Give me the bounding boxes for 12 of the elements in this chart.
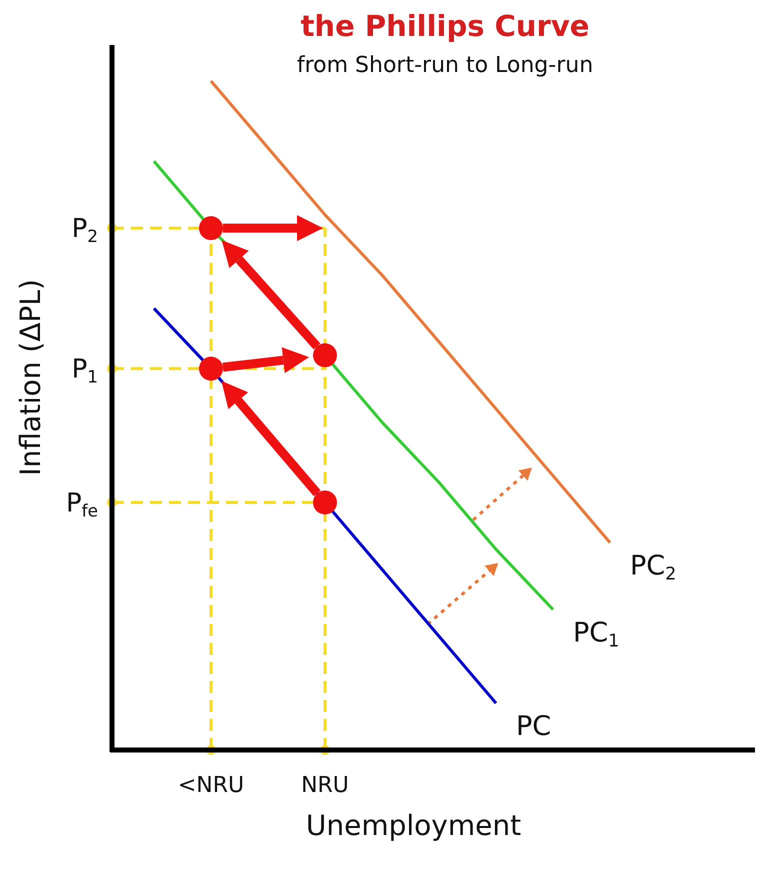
chart-subtitle: from Short-run to Long-run — [296, 53, 594, 78]
ref-line-label: P$_{1}$ — [72, 354, 98, 387]
ref-line-label: P$_{2}$ — [72, 214, 98, 246]
x-tick-label: <NRU — [178, 773, 244, 798]
x-axis-title: Unemployment — [306, 809, 522, 842]
series-label: PC$_{2}$ — [630, 550, 676, 585]
chart-title: the Phillips Curve — [300, 9, 590, 43]
ref-line-label: P$_{fe}$ — [66, 488, 98, 521]
series-label: PC — [516, 711, 552, 742]
series-label: PC$_{1}$ — [573, 618, 620, 652]
x-tick-label: NRU — [301, 773, 349, 798]
y-axis-title: Inflation (ΔPL) — [14, 279, 47, 476]
